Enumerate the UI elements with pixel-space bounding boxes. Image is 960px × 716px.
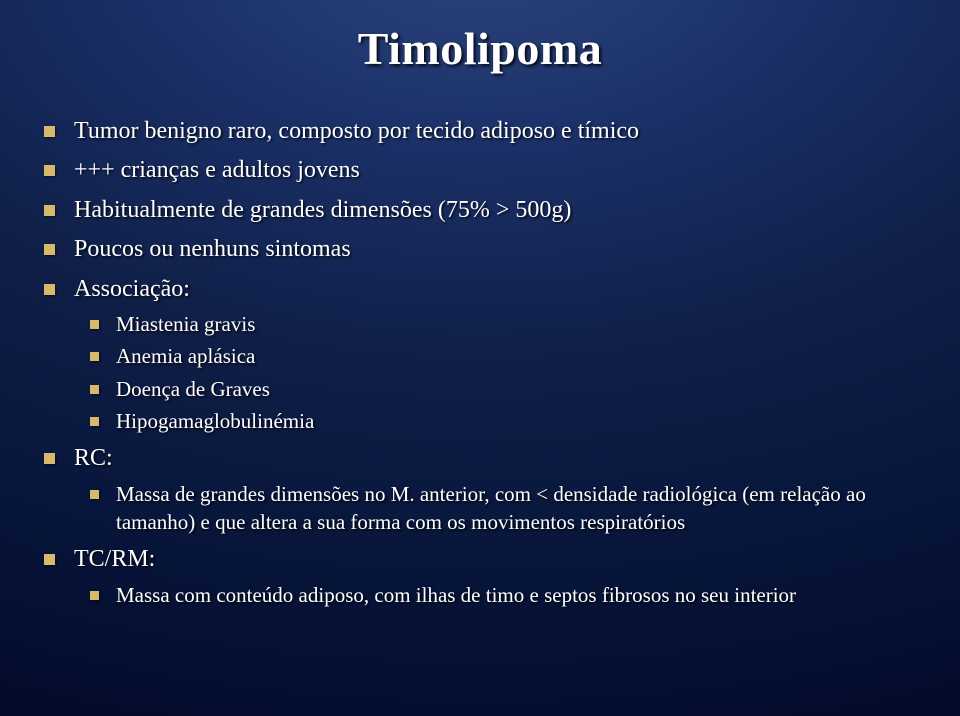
- bullet-item: Habitualmente de grandes dimensões (75% …: [32, 194, 928, 226]
- sub-bullet-item: Massa com conteúdo adiposo, com ilhas de…: [74, 581, 928, 609]
- sub-bullet-item: Doença de Graves: [74, 375, 928, 403]
- bullet-item: +++ crianças e adultos jovens: [32, 154, 928, 186]
- bullet-item: RC: Massa de grandes dimensões no M. ant…: [32, 442, 928, 536]
- bullet-item: Tumor benigno raro, composto por tecido …: [32, 115, 928, 147]
- sub-bullet-list: Massa de grandes dimensões no M. anterio…: [74, 480, 928, 537]
- sub-bullet-item: Hipogamaglobulinémia: [74, 407, 928, 435]
- slide-title: Timolipoma: [0, 0, 960, 75]
- sub-bullet-list: Massa com conteúdo adiposo, com ilhas de…: [74, 581, 928, 609]
- bullet-list: Tumor benigno raro, composto por tecido …: [32, 115, 928, 609]
- slide: Timolipoma Tumor benigno raro, composto …: [0, 0, 960, 716]
- bullet-item: Poucos ou nenhuns sintomas: [32, 233, 928, 265]
- sub-bullet-item: Miastenia gravis: [74, 310, 928, 338]
- slide-body: Tumor benigno raro, composto por tecido …: [32, 115, 928, 616]
- bullet-item: TC/RM: Massa com conteúdo adiposo, com i…: [32, 543, 928, 609]
- sub-bullet-item: Anemia aplásica: [74, 342, 928, 370]
- sub-bullet-item: Massa de grandes dimensões no M. anterio…: [74, 480, 928, 537]
- bullet-item: Associação: Miastenia gravis Anemia aplá…: [32, 273, 928, 436]
- sub-bullet-list: Miastenia gravis Anemia aplásica Doença …: [74, 310, 928, 435]
- bullet-label: RC:: [74, 445, 113, 471]
- bullet-label: TC/RM:: [74, 546, 155, 572]
- bullet-label: Associação:: [74, 276, 190, 302]
